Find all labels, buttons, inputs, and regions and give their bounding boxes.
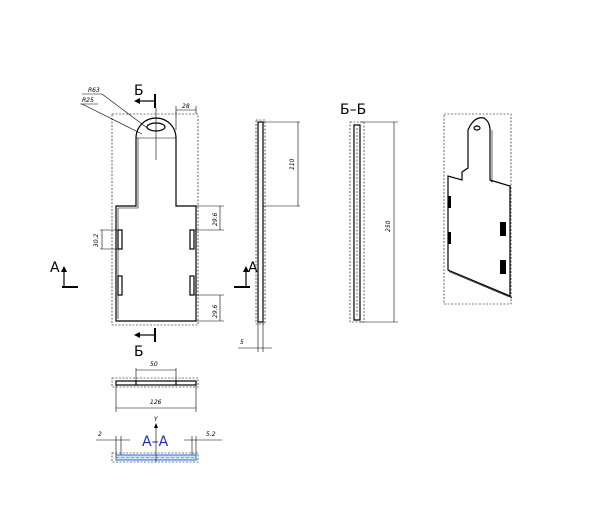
section-marker-b-bottom: Б — [134, 328, 156, 360]
iso-hole — [473, 125, 481, 131]
section-a-a-view: А–А Y 2 5.2 — [96, 416, 222, 463]
isometric-outline — [447, 117, 511, 297]
r25-leader — [81, 103, 143, 135]
dim-250: 250 — [385, 220, 392, 232]
section-b-b-plate — [353, 124, 361, 321]
dim-5: 5 — [240, 339, 244, 346]
section-b-b-view: Б–Б 250 — [340, 102, 398, 323]
side-view-plate — [257, 121, 264, 323]
isometric-view — [443, 113, 513, 305]
section-marker-a-right: А — [234, 260, 258, 288]
slot-left-bottom — [117, 275, 123, 296]
section-marker-a-left: А — [50, 260, 78, 288]
dim-29-6-bottom: 29.6 — [212, 304, 219, 318]
top-view-plate — [115, 380, 197, 386]
svg-text:А: А — [248, 260, 258, 276]
side-view: 110 5 — [238, 119, 300, 352]
section-a-a-title: А–А — [142, 434, 169, 450]
svg-text:А: А — [50, 260, 60, 276]
dim-2: 2 — [98, 431, 102, 438]
dim-r25: R25 — [82, 97, 94, 104]
slot-right-top — [189, 229, 195, 250]
front-view: R63 R25 28 30.2 29.6 29.6 — [80, 87, 224, 326]
front-view-bounding-box — [111, 113, 199, 326]
dim-28: 28 — [182, 103, 190, 110]
r63-leader — [101, 93, 151, 131]
dim-50: 50 — [150, 361, 158, 368]
dim-30-2: 30.2 — [93, 233, 100, 247]
top-view: 50 126 — [111, 361, 199, 412]
svg-text:Б: Б — [134, 344, 144, 360]
dim-29-6-top: 29.6 — [212, 212, 219, 226]
svg-text:Б: Б — [134, 83, 144, 99]
dim-r63: R63 — [88, 87, 100, 94]
section-b-b-title: Б–Б — [340, 102, 366, 118]
front-view-inner-line — [117, 138, 139, 319]
dim-126: 126 — [150, 399, 162, 406]
section-marker-b-top: Б — [134, 83, 156, 108]
dim-5-2: 5.2 — [206, 431, 216, 438]
dim-110: 110 — [289, 158, 296, 170]
slot-right-bottom — [189, 275, 195, 296]
slot-left-top — [117, 229, 123, 250]
y-axis-label: Y — [154, 416, 159, 423]
